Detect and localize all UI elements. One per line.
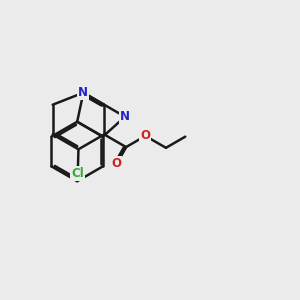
Text: O: O [140,129,150,142]
Text: N: N [78,86,88,99]
Text: Cl: Cl [71,167,84,180]
Text: N: N [120,110,130,123]
Text: O: O [111,157,122,170]
